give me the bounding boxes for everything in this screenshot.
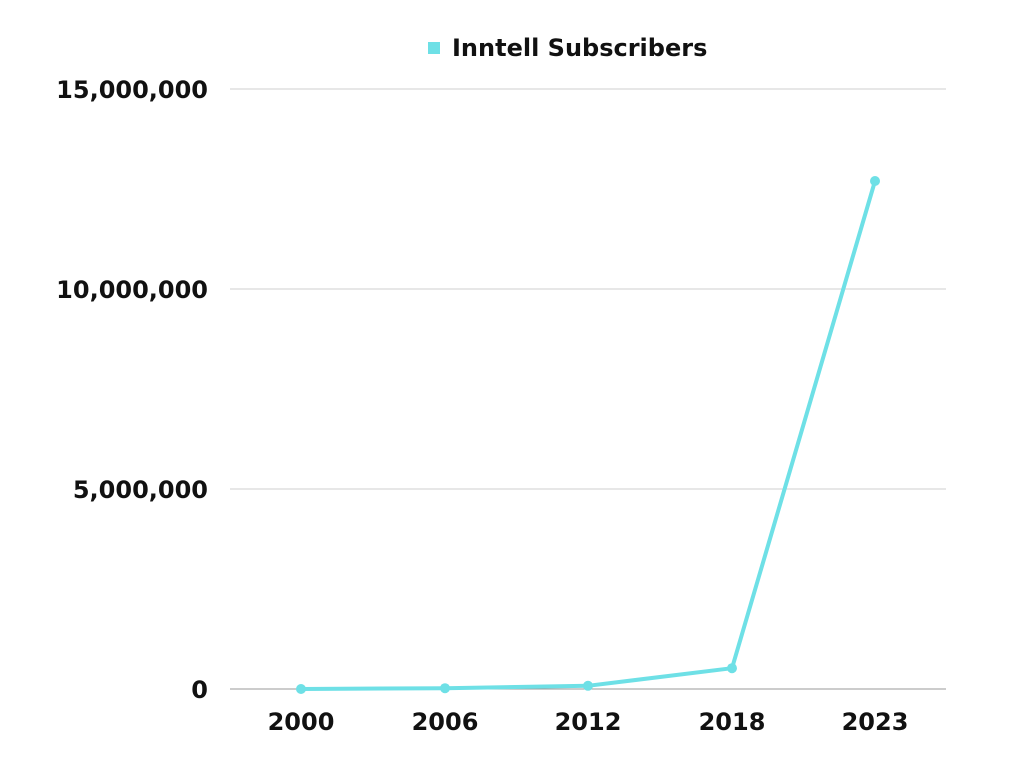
data-point	[296, 684, 306, 694]
y-tick-label: 10,000,000	[56, 276, 208, 304]
data-point	[870, 176, 880, 186]
data-point	[727, 663, 737, 674]
y-tick-label: 0	[191, 676, 208, 704]
data-point	[440, 683, 450, 694]
series-line	[299, 179, 877, 691]
series-layer	[296, 176, 880, 694]
x-tick-label: 2006	[412, 708, 479, 736]
data-point	[583, 680, 593, 691]
legend: Inntell Subscribers	[428, 34, 707, 62]
x-tick-label: 2023	[842, 708, 909, 736]
y-tick-label: 15,000,000	[56, 76, 208, 104]
x-tick-label: 2012	[555, 708, 622, 736]
y-tick-label: 5,000,000	[73, 476, 208, 504]
x-tick-label: 2000	[268, 708, 335, 736]
legend-label: Inntell Subscribers	[452, 34, 708, 62]
legend-swatch	[428, 42, 440, 54]
x-axis: 2000 2006 2012 2018 2023	[268, 708, 909, 736]
x-tick-label: 2018	[699, 708, 766, 736]
y-axis: 0 5,000,000 10,000,000 15,000,000	[56, 76, 208, 704]
gridlines	[230, 88, 946, 690]
